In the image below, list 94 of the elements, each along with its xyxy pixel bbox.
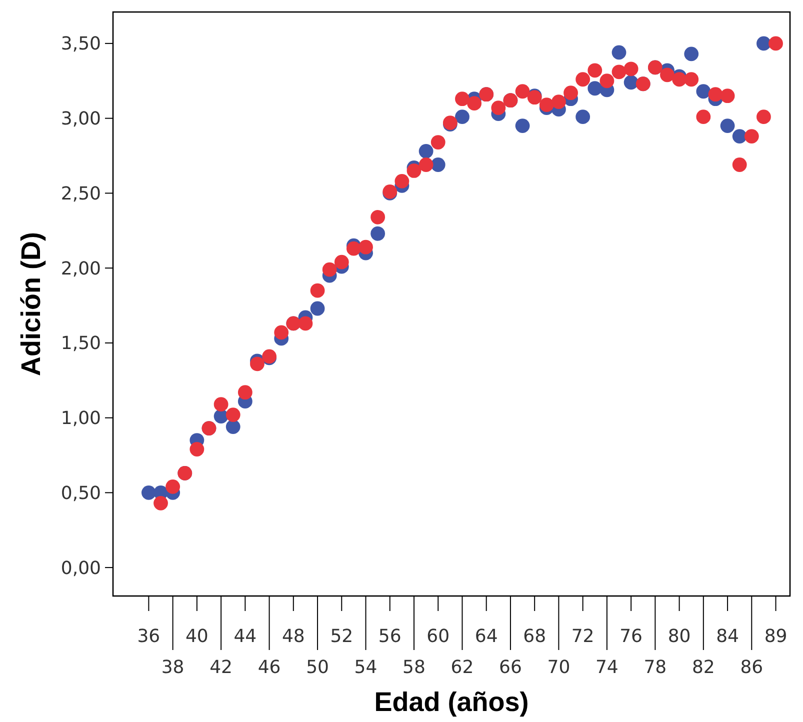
point (564, 86, 578, 100)
x-tick-label: 44 (234, 626, 257, 647)
point (612, 45, 626, 60)
point (455, 92, 470, 106)
point (768, 36, 783, 51)
y-tick-label: 0,50 (60, 482, 101, 504)
x-tick-label: 54 (354, 657, 378, 678)
x-tick-label: 52 (330, 626, 354, 647)
point (552, 94, 566, 110)
point (539, 98, 554, 112)
point (394, 174, 410, 188)
point (600, 74, 614, 88)
x-tick-label: 56 (378, 626, 402, 647)
point (358, 240, 373, 254)
point (588, 81, 602, 96)
point (732, 129, 747, 144)
y-tick-label: 3,00 (60, 108, 101, 130)
x-tick-label: 46 (258, 657, 281, 678)
x-tick-label: 86 (740, 657, 764, 678)
point (310, 301, 325, 316)
x-tick-label: 40 (185, 626, 208, 647)
x-tick-label: 38 (161, 657, 184, 678)
point (298, 316, 313, 331)
point (370, 226, 386, 241)
point (708, 87, 723, 102)
x-tick-label: 70 (547, 657, 570, 678)
x-axis-title: Edad (años) (374, 687, 529, 717)
point (274, 325, 289, 340)
x-tick-label: 42 (210, 657, 233, 678)
x-tick-label: 82 (692, 657, 715, 678)
x-tick-label: 62 (450, 657, 474, 678)
x-tick-label: 76 (620, 626, 643, 647)
point (190, 442, 204, 456)
x-tick-label: 60 (426, 626, 450, 647)
x-tick-label: 36 (137, 626, 160, 647)
point (430, 158, 446, 172)
point (612, 64, 626, 80)
point (238, 385, 252, 400)
y-tick-label: 2,00 (60, 258, 101, 280)
point (334, 254, 349, 270)
x-tick-label: 74 (595, 657, 618, 678)
point (467, 96, 482, 111)
point (720, 118, 735, 134)
point (672, 72, 686, 87)
y-tick-label: 2,50 (60, 183, 101, 204)
point (226, 408, 240, 422)
point (744, 129, 759, 144)
point (370, 210, 386, 224)
point (406, 164, 422, 178)
x-tick-label: 72 (571, 626, 594, 647)
point (250, 356, 264, 372)
point (684, 46, 699, 62)
y-tick-label: 1,50 (60, 333, 101, 354)
x-tick-label: 64 (474, 626, 498, 647)
y-tick-label: 3,50 (60, 34, 101, 55)
point (624, 62, 638, 76)
point (166, 479, 180, 494)
point (732, 158, 747, 172)
point (720, 88, 735, 104)
x-tick-label: 80 (668, 626, 691, 647)
point (214, 397, 228, 412)
y-axis-title: Adición (D) (16, 232, 46, 376)
point (515, 84, 530, 99)
point (418, 144, 434, 158)
x-tick-label: 66 (499, 657, 522, 678)
point (756, 36, 771, 51)
point (226, 420, 240, 434)
y-tick-label: 1,00 (60, 408, 101, 430)
point (418, 158, 434, 172)
x-tick-label: 48 (282, 626, 305, 647)
point (310, 283, 325, 298)
point (154, 496, 168, 510)
x-tick-label: 78 (644, 657, 667, 678)
point (696, 84, 711, 99)
point (696, 110, 711, 124)
point (576, 72, 590, 87)
y-tick-label: 0,00 (60, 558, 101, 579)
point (588, 63, 602, 78)
point (430, 135, 446, 150)
point (576, 110, 590, 124)
x-tick-label: 58 (402, 657, 426, 678)
point (491, 100, 506, 116)
x-tick-label: 50 (306, 657, 329, 678)
x-tick-label: 68 (523, 626, 546, 647)
point (515, 118, 530, 134)
point (322, 262, 337, 277)
x-tick-label: 89 (764, 626, 788, 647)
point (455, 110, 470, 124)
point (684, 72, 699, 87)
point (346, 241, 361, 256)
point (141, 485, 156, 500)
point (660, 68, 674, 82)
x-tick-label: 84 (716, 626, 739, 647)
point (756, 110, 771, 124)
